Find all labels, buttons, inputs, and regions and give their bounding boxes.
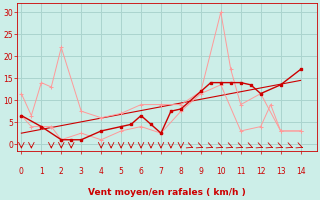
X-axis label: Vent moyen/en rafales ( km/h ): Vent moyen/en rafales ( km/h ) — [88, 188, 246, 197]
